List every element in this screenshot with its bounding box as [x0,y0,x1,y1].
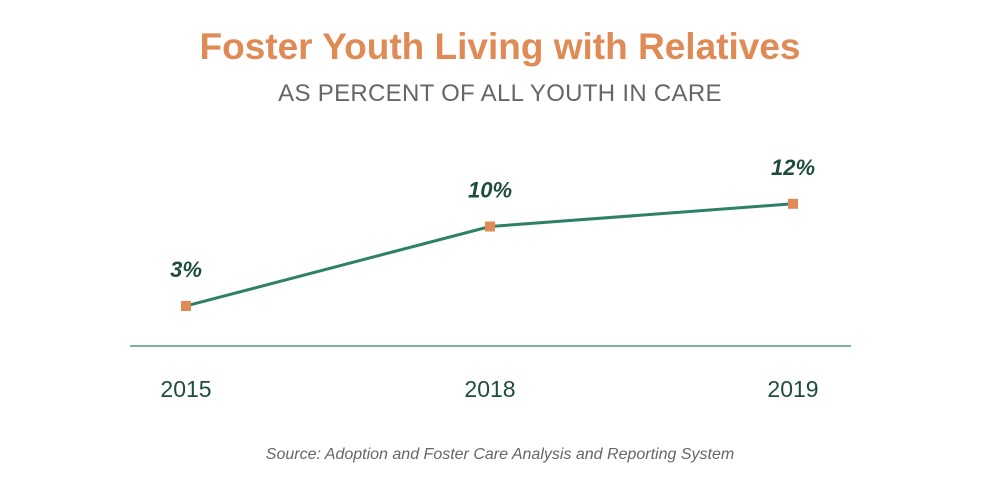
data-point-marker [485,221,495,232]
x-tick-label: 2019 [767,376,818,402]
chart-title: Foster Youth Living with Relatives [199,26,801,67]
source-note: Source: Adoption and Foster Care Analysi… [265,446,735,463]
data-point-marker [788,198,798,209]
chart-subtitle: AS PERCENT OF ALL YOUTH IN CARE [278,80,722,107]
x-tick-label: 2018 [464,376,515,402]
data-label: 3% [170,257,202,282]
data-label: 12% [771,155,815,180]
x-tick-label: 2015 [160,376,211,402]
series-line [185,202,794,308]
data-point-marker [181,300,191,311]
data-label: 10% [468,178,512,203]
